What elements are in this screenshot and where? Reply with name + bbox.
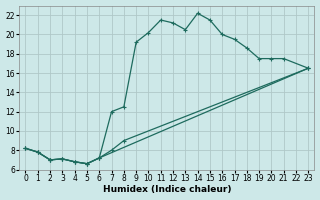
X-axis label: Humidex (Indice chaleur): Humidex (Indice chaleur) [103,185,231,194]
